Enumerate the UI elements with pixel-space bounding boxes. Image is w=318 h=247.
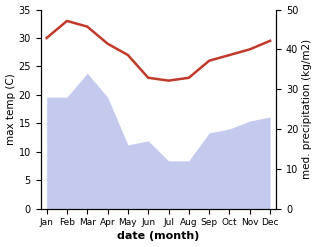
X-axis label: date (month): date (month) bbox=[117, 231, 200, 242]
Y-axis label: max temp (C): max temp (C) bbox=[5, 73, 16, 145]
Y-axis label: med. precipitation (kg/m2): med. precipitation (kg/m2) bbox=[302, 39, 313, 179]
